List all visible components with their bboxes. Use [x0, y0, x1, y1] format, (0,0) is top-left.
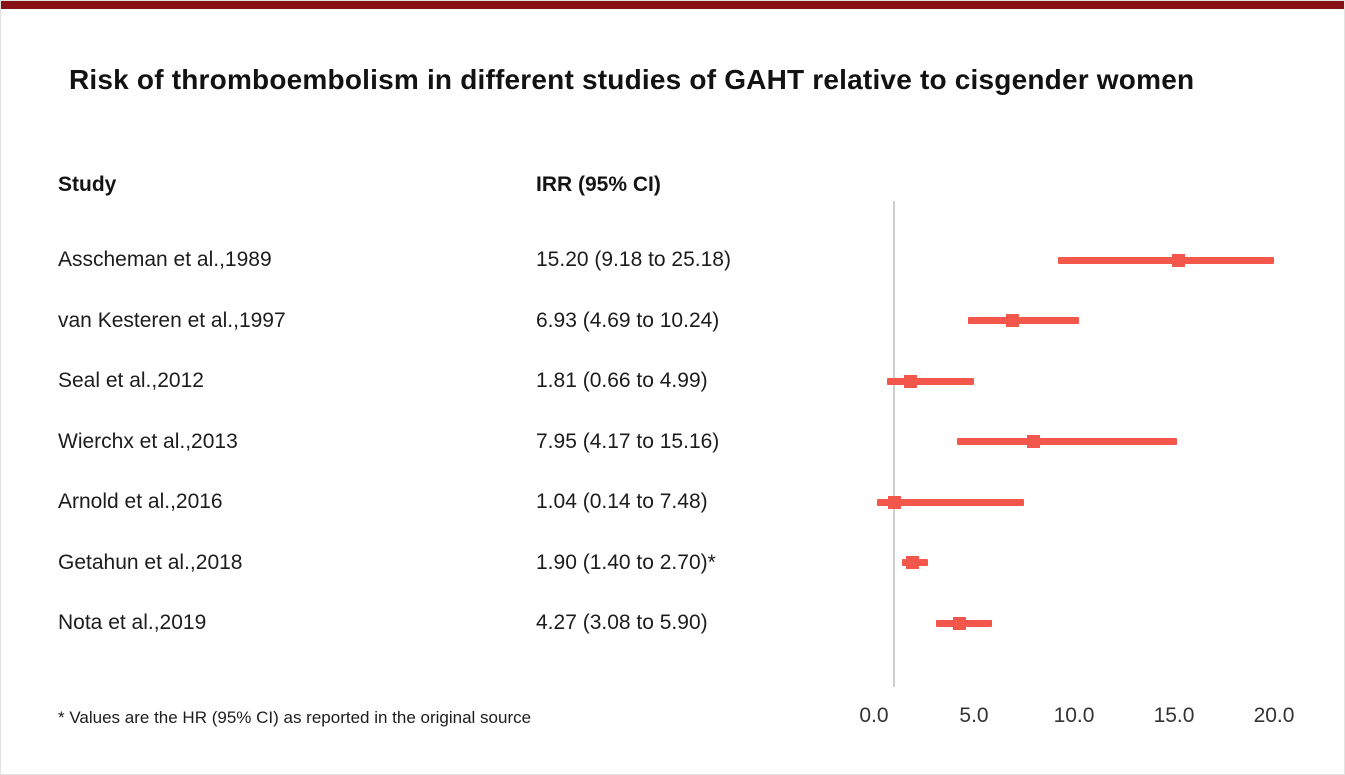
study-label: Nota et al.,2019 — [58, 611, 207, 635]
point-estimate-marker — [1006, 314, 1020, 328]
study-table: Asscheman et al.,1989 15.20 (9.18 to 25.1… — [1, 230, 874, 654]
x-axis: 0.0 5.0 10.0 15.0 20.0 — [859, 702, 1295, 732]
reference-line — [893, 201, 895, 687]
table-row: Seal et al.,2012 1.81 (0.66 to 4.99) — [1, 351, 874, 412]
table-row: Asscheman et al.,1989 15.20 (9.18 to 25.1… — [1, 230, 874, 291]
study-label: Arnold et al.,2016 — [58, 490, 223, 514]
point-estimate-marker — [1171, 253, 1185, 267]
table-row: Wierchx et al.,2013 7.95 (4.17 to 15.16) — [1, 412, 874, 473]
page-title: Risk of thromboembolism in different stu… — [69, 64, 1195, 95]
point-estimate-marker — [952, 616, 966, 630]
table-row: Getahun et al.,2018 1.90 (1.40 to 2.70)* — [1, 533, 874, 594]
confidence-interval-bar — [887, 377, 974, 385]
confidence-interval-bar — [1057, 256, 1274, 264]
top-accent-bar — [1, 1, 1344, 9]
point-estimate-marker — [905, 556, 919, 570]
study-label: Wierchx et al.,2013 — [58, 429, 238, 453]
forest-plot-area — [874, 1, 1294, 774]
footnote: * Values are the HR (95% CI) as reported… — [58, 708, 532, 727]
study-label: van Kesteren et al.,1997 — [58, 308, 286, 332]
x-axis-tick-label: 0.0 — [859, 704, 889, 727]
x-axis-tick-label: 5.0 — [959, 704, 989, 727]
study-label: Getahun et al.,2018 — [58, 550, 243, 574]
irr-ci-value: 7.95 (4.17 to 15.16) — [536, 429, 720, 453]
irr-ci-value: 15.20 (9.18 to 25.18) — [536, 248, 731, 272]
irr-ci-value: 1.81 (0.66 to 4.99) — [536, 369, 708, 393]
table-row: Arnold et al.,2016 1.04 (0.14 to 7.48) — [1, 472, 874, 533]
irr-ci-value: 4.27 (3.08 to 5.90) — [536, 611, 708, 635]
confidence-interval-bar — [957, 438, 1178, 446]
table-row: van Kesteren et al.,1997 6.93 (4.69 to 10… — [1, 291, 874, 352]
confidence-interval-bar — [876, 498, 1024, 506]
confidence-interval-bar — [967, 317, 1079, 325]
table-row: Nota et al.,2019 4.27 (3.08 to 5.90) — [1, 593, 874, 654]
irr-ci-value: 1.04 (0.14 to 7.48) — [536, 490, 708, 514]
x-axis-tick-label: 20.0 — [1253, 704, 1295, 727]
study-label: Asscheman et al.,1989 — [58, 248, 272, 272]
column-header-study: Study — [58, 173, 117, 196]
x-axis-tick-label: 10.0 — [1053, 704, 1095, 727]
point-estimate-marker — [903, 374, 917, 388]
point-estimate-marker — [1026, 435, 1040, 449]
column-header-irr: IRR (95% CI) — [536, 173, 661, 196]
irr-ci-value: 1.90 (1.40 to 2.70)* — [536, 550, 716, 574]
study-label: Seal et al.,2012 — [58, 369, 204, 393]
x-axis-tick-label: 15.0 — [1153, 704, 1195, 727]
point-estimate-marker — [888, 495, 902, 509]
column-headers: Study IRR (95% CI) — [1, 173, 874, 203]
irr-ci-value: 6.93 (4.69 to 10.24) — [536, 308, 720, 332]
